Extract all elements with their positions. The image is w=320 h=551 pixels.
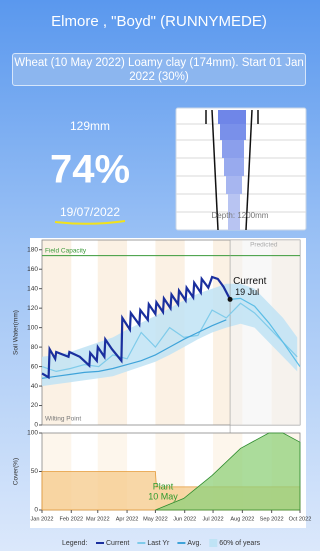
x-tick-label: Jun 2022 (173, 516, 196, 522)
y-tick-label: 100 (27, 430, 38, 437)
x-tick-label: Jul 2022 (202, 516, 223, 522)
y-tick-label: 0 (34, 507, 38, 514)
y-tick-label: 80 (31, 344, 39, 351)
current-date: 19 Jul (235, 287, 259, 297)
date: 19/07/2022 (60, 205, 120, 219)
x-tick-label: Sep 2022 (260, 516, 284, 522)
soil-profile: Depth: 1200mm (176, 108, 306, 230)
x-tick-label: Jan 2022 (30, 516, 53, 522)
predicted-label: Predicted (250, 242, 278, 249)
legend-label: Current (106, 540, 129, 547)
x-tick-label: Aug 2022 (230, 516, 254, 522)
y-tick-label: 100 (27, 324, 38, 331)
y-tick-label: 160 (27, 266, 38, 273)
y-tick-label: 40 (31, 383, 39, 390)
y-tick-label: 180 (27, 246, 38, 253)
plant-label: Plant (153, 481, 174, 491)
wilting-label: Wilting Point (45, 416, 81, 423)
x-tick-label: Oct 2022 (289, 516, 312, 522)
legend-swatch (209, 539, 217, 547)
legend-label: Last Yr (147, 540, 170, 547)
charts: 0 20 40 60 80 100 120 140 160 180 Soil Water(mm) Pr… (13, 240, 312, 547)
y-tick-label: 0 (34, 422, 38, 429)
plant-date: 10 May (148, 491, 178, 501)
current-marker (228, 297, 233, 302)
x-tick-label: Feb 2022 (59, 516, 83, 522)
field-capacity-label: Field Capacity (45, 247, 87, 254)
y-tick-label: 140 (27, 285, 38, 292)
legend-label: 60% of years (219, 540, 260, 547)
percent: 74% (50, 148, 130, 192)
current-label: Current (233, 276, 267, 287)
y-tick-label: 50 (31, 468, 39, 475)
depth-label: Depth: 1200mm (212, 211, 269, 220)
y-tick-label: 60 (31, 363, 39, 370)
legend-label: Avg. (187, 540, 201, 547)
x-tick-label: May 2022 (143, 516, 168, 522)
legend-title: Legend: (62, 540, 87, 547)
water-amount: 129mm (70, 119, 110, 133)
y-tick-label: 20 (31, 402, 39, 409)
y-axis-label: Cover(%) (13, 458, 20, 485)
month-stripe (42, 240, 71, 425)
crop-button[interactable]: Wheat (10 May 2022) Loamy clay (174mm). … (12, 53, 306, 86)
title: Elmore , "Boyd" (RUNNYMEDE) (51, 13, 267, 30)
page: Elmore , "Boyd" (RUNNYMEDE) 129mm 74% 19… (0, 0, 318, 551)
x-tick-label: Mar 2022 (86, 516, 110, 522)
y-axis-label: Soil Water(mm) (13, 310, 20, 355)
date-underline (55, 221, 125, 224)
y-tick-label: 120 (27, 305, 38, 312)
x-tick-label: Apr 2022 (116, 516, 139, 522)
